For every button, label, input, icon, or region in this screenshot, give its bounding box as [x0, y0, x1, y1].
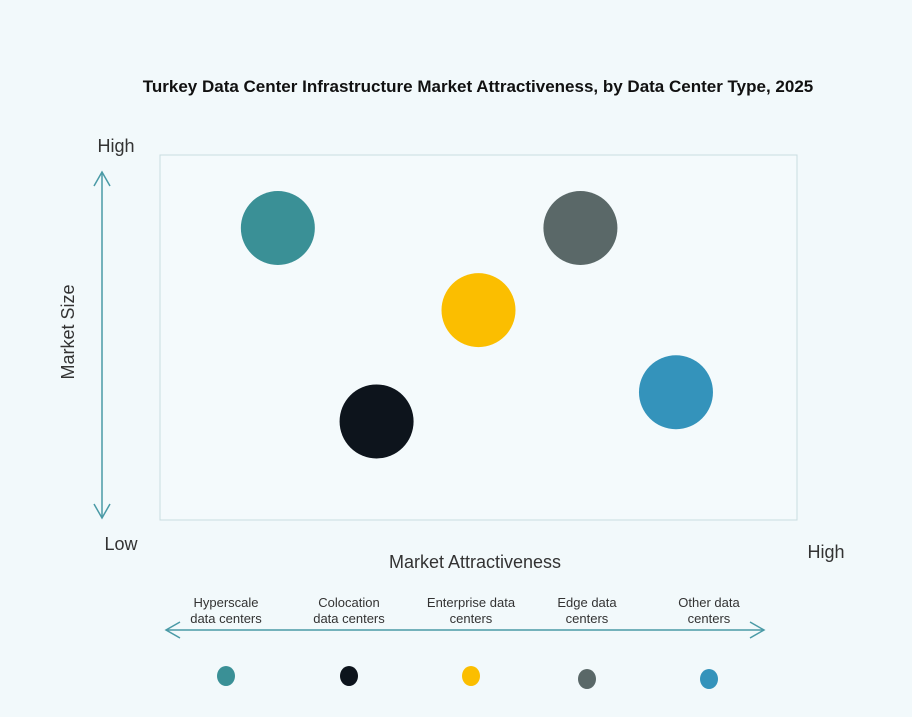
- y-axis-arrow: [93, 170, 111, 520]
- legend-label: Hyperscale: [193, 595, 258, 610]
- legend-label: data centers: [190, 611, 262, 626]
- bubble-1: [339, 384, 414, 459]
- legend-marker: [340, 666, 358, 686]
- legend-marker: [462, 666, 480, 686]
- legend-label: centers: [450, 611, 493, 626]
- legend-label: Enterprise data: [427, 595, 516, 610]
- bubble-2: [441, 273, 516, 348]
- bubble-3: [543, 191, 618, 265]
- legend-label: centers: [688, 611, 731, 626]
- legend-marker: [217, 666, 235, 686]
- bubble-4: [638, 355, 713, 430]
- legend-label: Other data: [678, 595, 740, 610]
- legend-marker: [700, 669, 718, 689]
- y-high-label: High: [97, 136, 134, 156]
- legend-label: data centers: [313, 611, 385, 626]
- y-axis-label: Market Size: [58, 284, 78, 379]
- chart-title: Turkey Data Center Infrastructure Market…: [143, 77, 814, 96]
- x-low-label: Low: [104, 534, 138, 554]
- legend-marker: [578, 669, 596, 689]
- legend-label: centers: [566, 611, 609, 626]
- legend-label: Colocation: [318, 595, 379, 610]
- x-high-label: High: [807, 542, 844, 562]
- legend-arrow: [164, 621, 766, 639]
- bubble-0: [240, 191, 315, 265]
- x-axis-label: Market Attractiveness: [389, 552, 561, 572]
- legend-label: Edge data: [557, 595, 617, 610]
